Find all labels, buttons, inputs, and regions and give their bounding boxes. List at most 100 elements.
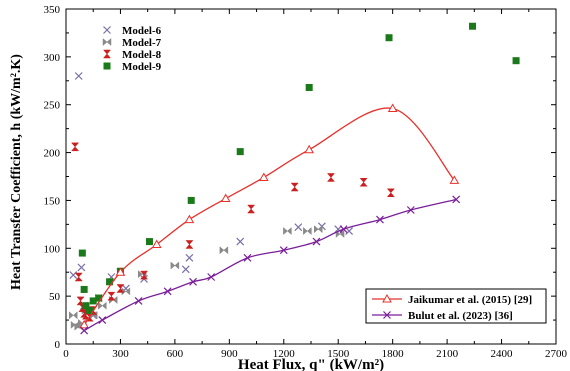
data-point xyxy=(243,253,252,262)
data-point xyxy=(134,297,143,305)
data-point xyxy=(185,240,194,249)
legend-marker xyxy=(103,62,111,70)
legend-label: Model-6 xyxy=(122,25,162,37)
data-point xyxy=(312,237,321,246)
data-point xyxy=(163,287,172,296)
data-point xyxy=(326,173,336,182)
y-tick-label: 350 xyxy=(44,4,61,16)
data-point xyxy=(236,237,245,246)
data-point xyxy=(314,225,323,234)
data-point xyxy=(145,238,153,246)
data-point xyxy=(139,270,149,280)
data-point xyxy=(258,172,269,181)
x-tick-label: 300 xyxy=(112,348,129,360)
legend-marker xyxy=(382,293,392,303)
data-point xyxy=(69,271,78,280)
data-point xyxy=(98,316,107,324)
x-tick-label: 2400 xyxy=(491,348,514,360)
y-tick-label: 50 xyxy=(49,291,61,303)
data-point xyxy=(89,297,97,305)
data-point xyxy=(452,195,461,204)
data-point xyxy=(207,273,216,281)
data-point xyxy=(189,277,197,286)
data-point xyxy=(76,296,85,306)
data-point xyxy=(170,261,180,270)
data-point xyxy=(69,311,78,320)
x-tick-label: 900 xyxy=(221,348,238,360)
data-point xyxy=(359,177,368,187)
x-tick-label: 1500 xyxy=(327,348,350,360)
legend-bottom: Jaikumar et al. (2015) [29] Bulut et al. … xyxy=(365,288,547,324)
data-point xyxy=(387,103,398,113)
data-point xyxy=(74,72,83,80)
data-point xyxy=(116,284,125,293)
data-point xyxy=(185,253,194,262)
data-point xyxy=(184,214,195,224)
data-point xyxy=(236,148,244,156)
data-point xyxy=(98,301,107,310)
data-point xyxy=(74,272,83,282)
x-tick-label: 1200 xyxy=(273,348,296,360)
series-line xyxy=(83,107,455,326)
data-point xyxy=(303,227,312,236)
data-point xyxy=(512,57,520,65)
data-point xyxy=(279,246,288,255)
legend-marker xyxy=(103,26,111,34)
data-point xyxy=(305,83,313,91)
y-tick-label: 150 xyxy=(44,195,61,207)
data-point xyxy=(469,22,477,30)
y-tick-label: 100 xyxy=(44,243,61,255)
legend-label: Bulut et al. (2023) [36] xyxy=(408,310,513,322)
legend-marker xyxy=(383,311,391,319)
series-jaikumar-et-al-2015-29 xyxy=(79,103,460,329)
y-tick-label: 300 xyxy=(44,52,61,64)
y-axis-title: Heat Transfer Coefficient, h (kW/m².K) xyxy=(9,54,24,290)
data-point xyxy=(78,249,86,257)
legend-marker xyxy=(102,49,112,59)
data-point xyxy=(80,285,88,293)
data-point xyxy=(181,265,190,274)
data-point xyxy=(449,175,460,184)
data-point xyxy=(151,239,162,248)
data-point xyxy=(283,227,292,236)
data-point xyxy=(294,223,303,232)
legend-box xyxy=(365,288,547,324)
y-tick-label: 250 xyxy=(44,100,61,112)
data-point xyxy=(376,215,384,224)
data-point xyxy=(386,188,395,198)
legend-marker xyxy=(102,37,112,47)
series-model-8 xyxy=(71,142,395,322)
y-tick-label: 0 xyxy=(55,339,61,351)
data-point xyxy=(115,267,126,276)
x-tick-label: 1800 xyxy=(382,348,405,360)
data-point xyxy=(219,246,229,255)
data-point xyxy=(77,263,86,272)
x-axis-title: Heat Flux, q" (kW/m²) xyxy=(238,357,384,371)
series-bulut-et-al-2023-36 xyxy=(80,195,461,335)
x-tick-label: 600 xyxy=(167,348,184,360)
data-point xyxy=(80,326,89,335)
y-tick-label: 200 xyxy=(44,148,61,160)
data-point xyxy=(106,278,114,286)
data-point xyxy=(108,295,118,305)
legend-label: Model-8 xyxy=(122,49,162,61)
x-tick-label: 2100 xyxy=(436,348,459,360)
data-point xyxy=(107,291,116,301)
data-point xyxy=(71,142,80,152)
legend-label: Model-9 xyxy=(122,61,162,73)
data-point xyxy=(220,193,231,203)
data-point xyxy=(385,34,393,42)
data-point xyxy=(82,302,90,310)
data-point xyxy=(406,206,415,214)
x-tick-label: 0 xyxy=(63,348,69,360)
data-point xyxy=(290,182,299,192)
data-point xyxy=(187,196,195,204)
data-point xyxy=(247,204,256,214)
legend-label: Model-7 xyxy=(122,37,162,49)
data-point xyxy=(339,225,348,234)
data-point xyxy=(304,144,315,154)
data-point xyxy=(335,229,345,238)
data-point xyxy=(86,307,94,314)
